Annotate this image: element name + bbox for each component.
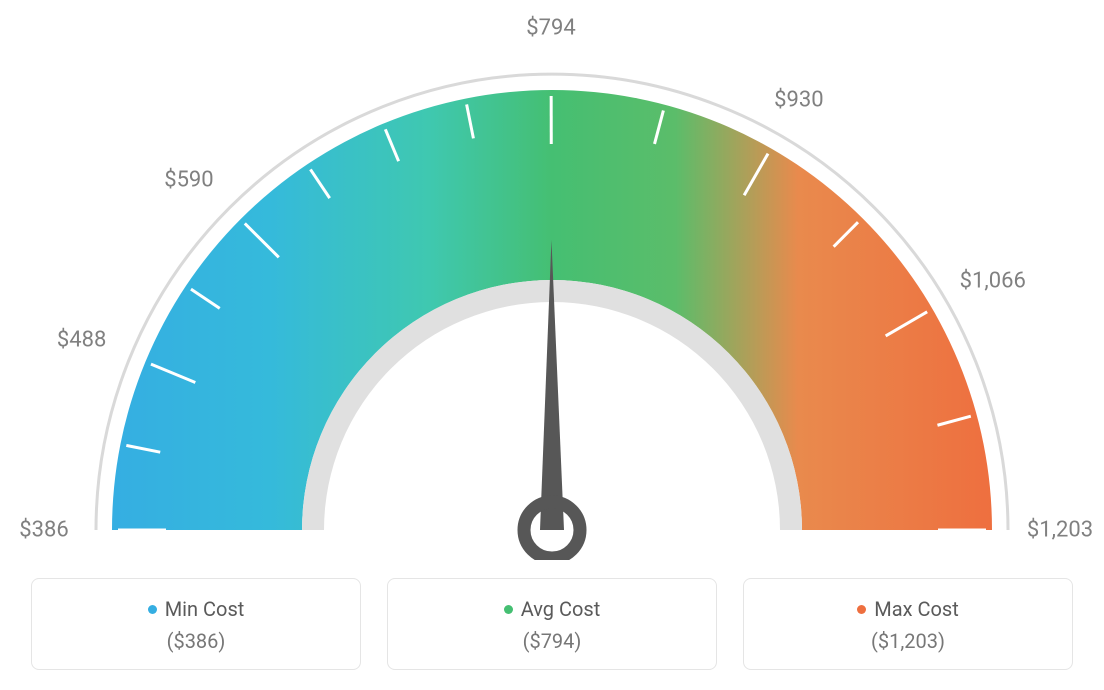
- gauge-tick-label: $488: [57, 328, 106, 353]
- legend-value-avg: ($794): [402, 629, 702, 653]
- gauge-chart: $386 $488 $590 $794 $930 $1,066 $1,203: [0, 0, 1104, 560]
- gauge-svg: [0, 0, 1104, 560]
- legend-value-max: ($1,203): [758, 629, 1058, 653]
- legend-title-max: Max Cost: [857, 597, 959, 621]
- legend-title-avg: Avg Cost: [504, 597, 601, 621]
- legend-value-min: ($386): [46, 629, 346, 653]
- legend-label: Max Cost: [874, 597, 959, 621]
- gauge-tick-label: $930: [774, 87, 823, 112]
- gauge-tick-label: $1,203: [1027, 518, 1093, 543]
- legend-label: Min Cost: [165, 597, 245, 621]
- dot-icon: [148, 605, 157, 614]
- legend-card-min: Min Cost ($386): [31, 578, 361, 670]
- gauge-tick-label: $386: [19, 518, 68, 543]
- legend-row: Min Cost ($386) Avg Cost ($794) Max Cost…: [0, 578, 1104, 670]
- legend-card-max: Max Cost ($1,203): [743, 578, 1073, 670]
- legend-card-avg: Avg Cost ($794): [387, 578, 717, 670]
- gauge-tick-label: $1,066: [960, 268, 1026, 293]
- gauge-tick-label: $590: [164, 167, 213, 192]
- dot-icon: [857, 605, 866, 614]
- gauge-tick-label: $794: [526, 16, 575, 41]
- legend-title-min: Min Cost: [148, 597, 245, 621]
- legend-label: Avg Cost: [521, 597, 601, 621]
- dot-icon: [504, 605, 513, 614]
